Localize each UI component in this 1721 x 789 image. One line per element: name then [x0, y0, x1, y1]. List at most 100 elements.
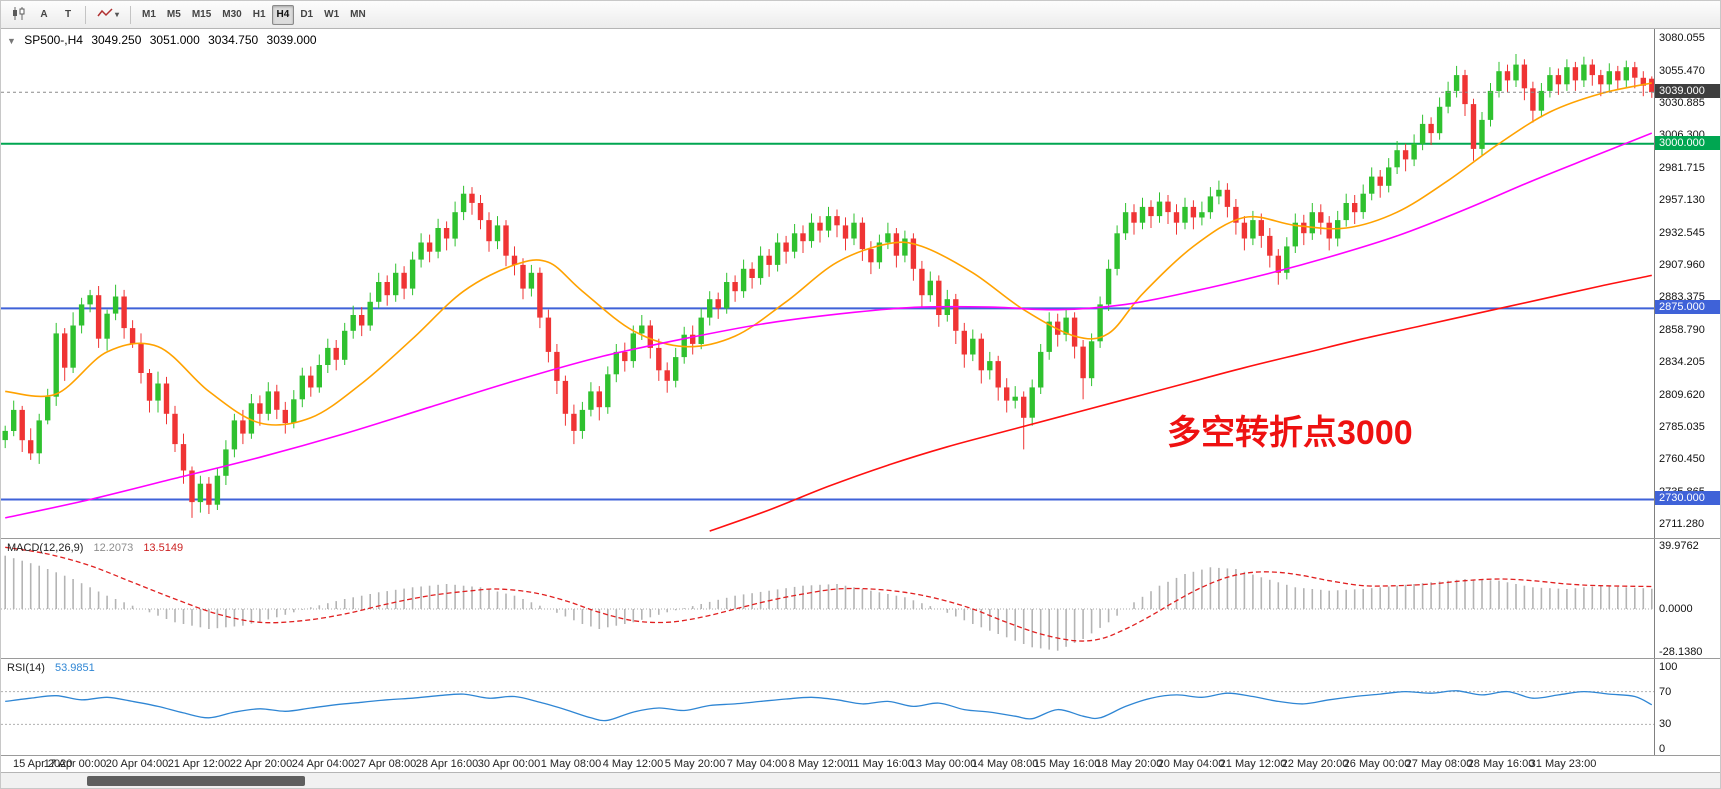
candle-body — [995, 361, 1001, 388]
rsi-axis-tick: 30 — [1659, 718, 1672, 730]
ohlc-high: 3051.000 — [149, 33, 200, 47]
rsi-axis-tick: 0 — [1659, 743, 1666, 755]
timeframe-M1[interactable]: M1 — [137, 5, 161, 25]
h-scrollbar[interactable] — [1, 773, 1720, 788]
candle-body — [1207, 196, 1214, 213]
candle-body — [1284, 246, 1290, 273]
candle-body — [740, 268, 747, 292]
price-axis-tick: 2785.035 — [1659, 421, 1705, 433]
indicators-button[interactable]: ▾ — [92, 5, 124, 25]
time-axis-label: 21 Apr 12:00 — [167, 758, 231, 770]
candle-body — [715, 299, 721, 309]
candle-body — [36, 420, 42, 454]
candle-body — [1343, 203, 1349, 221]
candle-body — [316, 365, 322, 388]
price-axis-tick: 2834.205 — [1659, 356, 1705, 368]
time-axis-label: 15 May 16:00 — [1033, 758, 1101, 770]
timeframe-W1[interactable]: W1 — [319, 5, 344, 25]
candle-body — [1088, 341, 1095, 379]
candle-body — [520, 264, 526, 289]
timeframe-M15[interactable]: M15 — [187, 5, 216, 25]
time-axis-label: 24 Apr 04:00 — [291, 758, 355, 770]
candle-body — [791, 233, 798, 252]
toolbar-separator — [85, 5, 86, 24]
candle-body — [1148, 206, 1154, 217]
candle-body — [639, 325, 645, 334]
candle-body — [1530, 88, 1536, 111]
time-axis[interactable]: 15 Apr 2020 17 Apr 00:00 20 Apr 04:00 21 Ap… — [1, 756, 1720, 773]
candle-body — [571, 413, 577, 431]
candle-body — [146, 373, 153, 401]
scrollbar-thumb[interactable] — [87, 776, 305, 786]
candle-body — [1445, 90, 1451, 107]
candle-body — [469, 193, 475, 203]
rsi-label: RSI(14) 53.9851 — [7, 662, 102, 674]
candle-body — [842, 225, 849, 239]
candle-body — [53, 333, 59, 397]
candle-body — [1504, 71, 1511, 81]
candle-body — [1377, 176, 1383, 186]
candle-body — [418, 242, 424, 260]
main-chart-pane[interactable]: ▼ SP500-,H4 3049.250 3051.000 3034.750 3… — [1, 29, 1720, 539]
price-tag-2730: 2730.000 — [1655, 491, 1720, 505]
time-axis-label: 27 May 08:00 — [1405, 758, 1473, 770]
timeframe-H4[interactable]: H4 — [271, 4, 295, 25]
candle-body — [435, 228, 441, 252]
candle-body — [189, 470, 195, 503]
candle-body — [452, 212, 458, 239]
macd-pane[interactable]: MACD(12,26,9) 12.2073 13.5149 39.9762 0.0… — [1, 539, 1720, 659]
main-chart-svg[interactable] — [1, 29, 1656, 539]
rsi-axis[interactable]: 100 70 30 0 — [1654, 659, 1720, 755]
symbol-info: ▼ SP500-,H4 3049.250 3051.000 3034.750 3… — [7, 33, 322, 47]
candle-body — [808, 222, 815, 242]
ma-line-magenta — [5, 132, 1653, 519]
candle-body — [1623, 67, 1629, 81]
candle-body — [1632, 67, 1638, 78]
candle-body — [825, 216, 832, 231]
candle-body — [876, 242, 883, 263]
candle-body — [376, 282, 382, 302]
text-tool-button[interactable]: T — [57, 5, 79, 25]
candle-body — [1479, 119, 1485, 149]
candle-body — [910, 238, 917, 269]
candle-body — [367, 301, 373, 326]
candle-body — [1258, 220, 1264, 236]
candle-body — [1462, 75, 1468, 105]
macd-axis[interactable]: 39.9762 0.0000 -28.1380 — [1654, 539, 1720, 658]
candle-body — [1173, 212, 1180, 223]
time-axis-label: 4 May 12:00 — [602, 758, 664, 770]
chart-type-button[interactable] — [7, 5, 31, 25]
candle-body — [1555, 75, 1562, 85]
candle-body — [223, 449, 229, 476]
candle-body — [1105, 268, 1112, 305]
autoscroll-button[interactable]: A — [33, 5, 55, 25]
candle-body — [460, 193, 467, 213]
rsi-title: RSI(14) — [7, 662, 45, 674]
timeframe-M5[interactable]: M5 — [162, 5, 186, 25]
candle-body — [868, 249, 874, 263]
timeframe-H1[interactable]: H1 — [248, 5, 271, 25]
time-axis-label: 17 Apr 00:00 — [43, 758, 107, 770]
candle-body — [197, 483, 204, 503]
price-axis[interactable]: 3080.055 3055.470 3030.885 3006.300 2981.715… — [1654, 29, 1720, 538]
candle-body — [1131, 212, 1137, 223]
price-axis-tick: 3080.055 — [1659, 32, 1705, 44]
candle-body — [673, 357, 679, 381]
candle-body — [622, 351, 628, 362]
time-axis-label: 22 May 20:00 — [1281, 758, 1349, 770]
candles-layer — [2, 54, 1655, 518]
timeframe-M30[interactable]: M30 — [217, 5, 246, 25]
candle-body — [859, 222, 866, 250]
price-axis-tick: 2760.450 — [1659, 453, 1705, 465]
ma-line-orange — [5, 82, 1652, 426]
zigzag-indicator-icon — [97, 7, 113, 22]
time-axis-label: 28 May 16:00 — [1467, 758, 1535, 770]
candle-body — [1241, 222, 1248, 239]
ohlc-low: 3034.750 — [208, 33, 259, 47]
candle-body — [1402, 150, 1409, 160]
rsi-pane[interactable]: RSI(14) 53.9851 100 70 30 0 — [1, 659, 1720, 756]
candle-body — [28, 440, 34, 454]
timeframe-D1[interactable]: D1 — [295, 5, 318, 25]
timeframe-MN[interactable]: MN — [345, 5, 371, 25]
candle-body — [333, 347, 339, 360]
